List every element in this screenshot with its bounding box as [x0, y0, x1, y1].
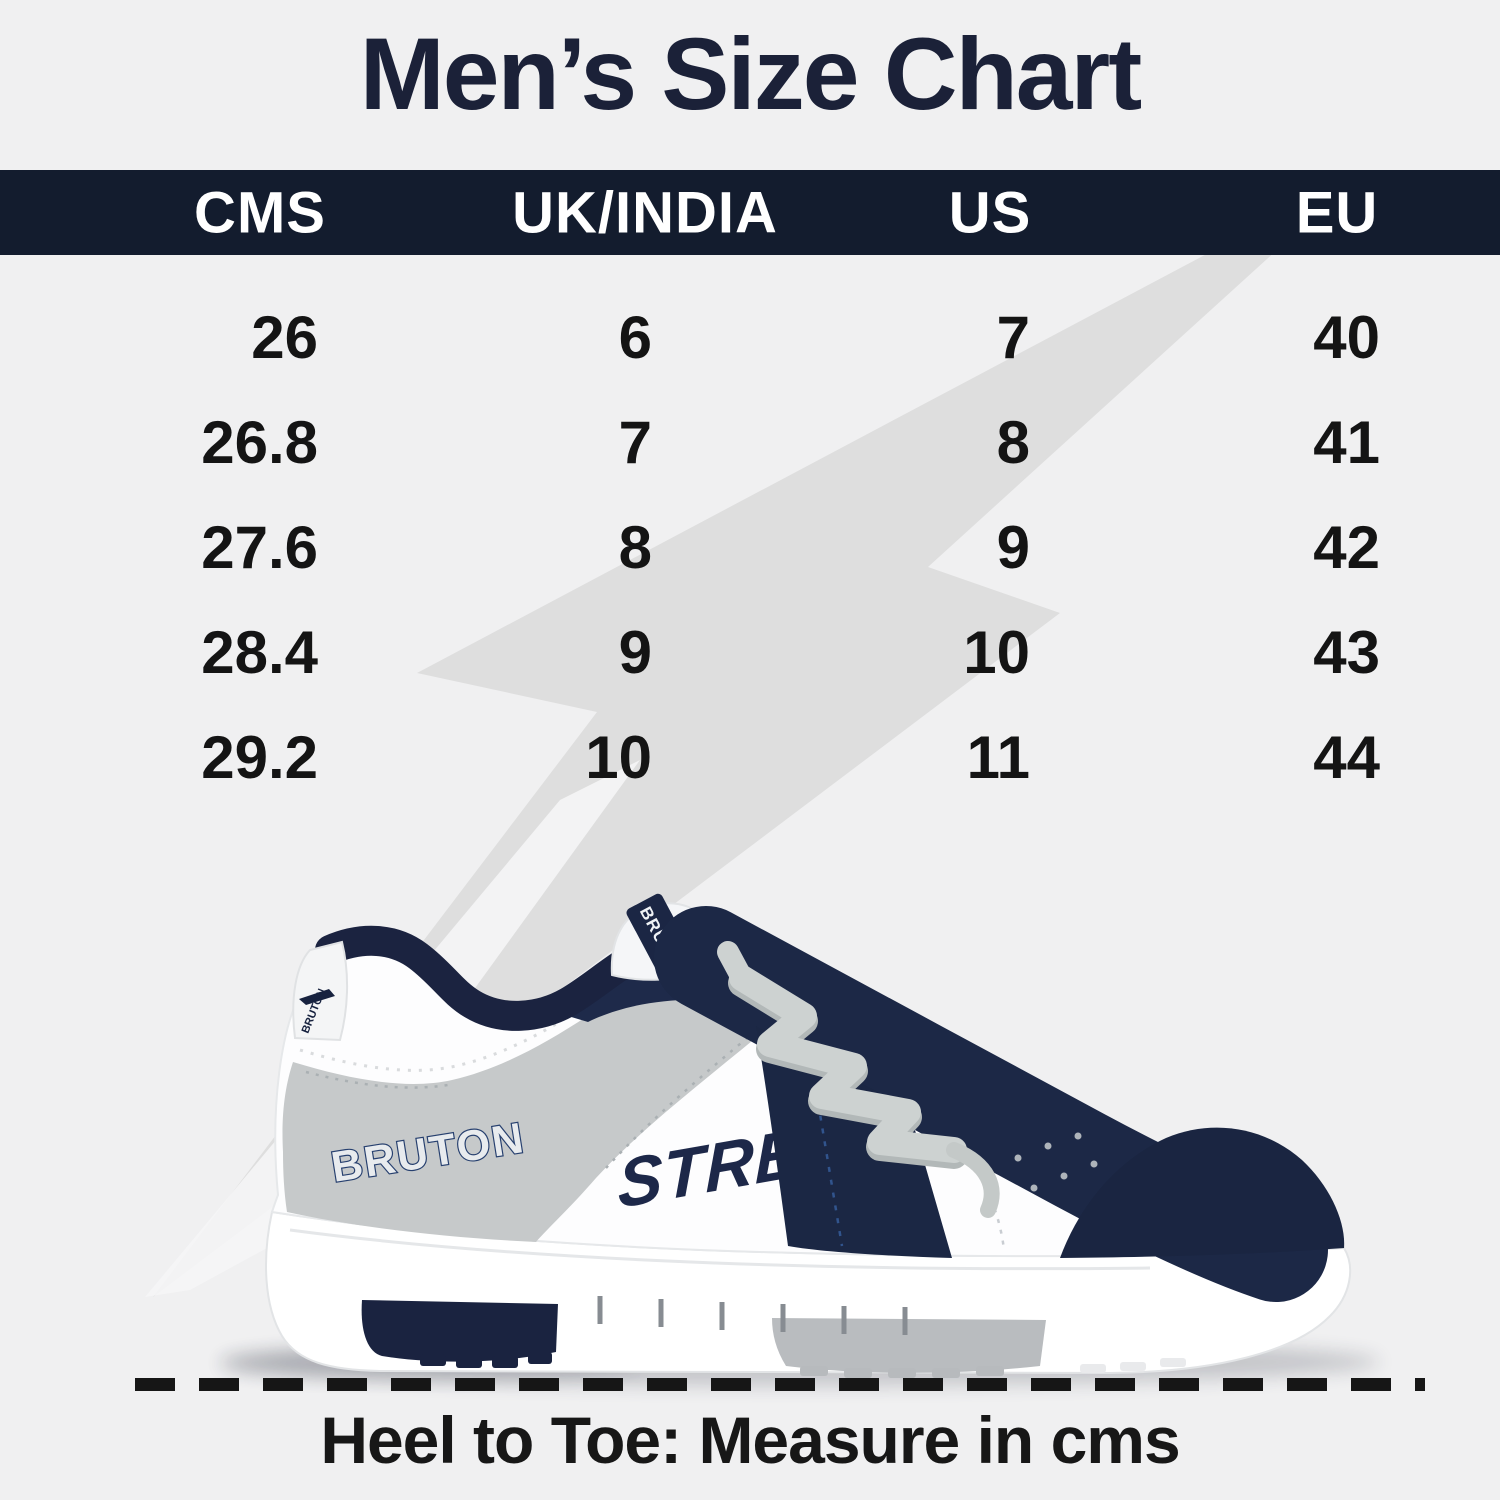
table-header-bar: CMS UK/INDIA US EU — [0, 170, 1500, 255]
cell-eu: 40 — [1313, 304, 1380, 371]
cell-eu: 44 — [1313, 724, 1380, 791]
cell-eu: 42 — [1313, 514, 1380, 581]
toe-cap — [1060, 1127, 1345, 1258]
table-row: 26.8 7 8 41 — [0, 390, 1500, 495]
cell-eu: 43 — [1313, 619, 1380, 686]
heel-tread-block — [361, 1300, 558, 1362]
column-header-us: US — [948, 180, 1032, 245]
cell-eu: 41 — [1313, 409, 1380, 476]
heel-tab — [292, 940, 349, 1042]
cell-us: 11 — [966, 724, 1030, 791]
collar-trim — [315, 925, 655, 1031]
table-row: 26 6 7 40 — [0, 285, 1500, 390]
cell-us: 7 — [996, 304, 1030, 371]
cell-cms: 26.8 — [201, 409, 318, 476]
size-table: 26 6 7 40 26.8 7 8 41 27.6 8 9 42 28.4 9… — [0, 285, 1500, 810]
cell-uk: 6 — [618, 304, 652, 371]
table-row: 28.4 9 10 43 — [0, 600, 1500, 705]
heel-panel — [282, 947, 778, 1242]
cell-us: 9 — [996, 514, 1030, 581]
quarter-panel — [756, 1026, 952, 1258]
cell-uk: 8 — [618, 514, 652, 581]
column-header-cms: CMS — [194, 180, 326, 245]
cell-uk: 7 — [618, 409, 652, 476]
cell-cms: 27.6 — [201, 514, 318, 581]
column-header-uk-india: UK/INDIA — [512, 180, 778, 245]
column-header-eu: EU — [1295, 180, 1379, 245]
cell-uk: 10 — [585, 724, 652, 791]
laces — [717, 941, 1000, 1218]
midsole-notches — [597, 1296, 908, 1335]
cell-us: 8 — [996, 409, 1030, 476]
heel-tab-logo-icon — [299, 989, 335, 1005]
table-row: 29.2 10 11 44 — [0, 705, 1500, 810]
cell-cms: 29.2 — [201, 724, 318, 791]
measure-note: Heel to Toe: Measure in cms — [320, 1403, 1180, 1477]
cell-uk: 9 — [618, 619, 652, 686]
cell-us: 10 — [963, 619, 1030, 686]
measure-line — [135, 1378, 1425, 1391]
cell-cms: 26 — [251, 304, 318, 371]
table-row: 27.6 8 9 42 — [0, 495, 1500, 600]
sneaker-photo: BRUTON STREET BRUTON BRUTON — [220, 893, 1380, 1386]
page-title: Men’s Size Chart — [359, 17, 1142, 131]
cell-cms: 28.4 — [201, 619, 318, 686]
vamp-perforations — [1014, 1132, 1098, 1192]
mid-tread-block — [772, 1318, 1046, 1373]
